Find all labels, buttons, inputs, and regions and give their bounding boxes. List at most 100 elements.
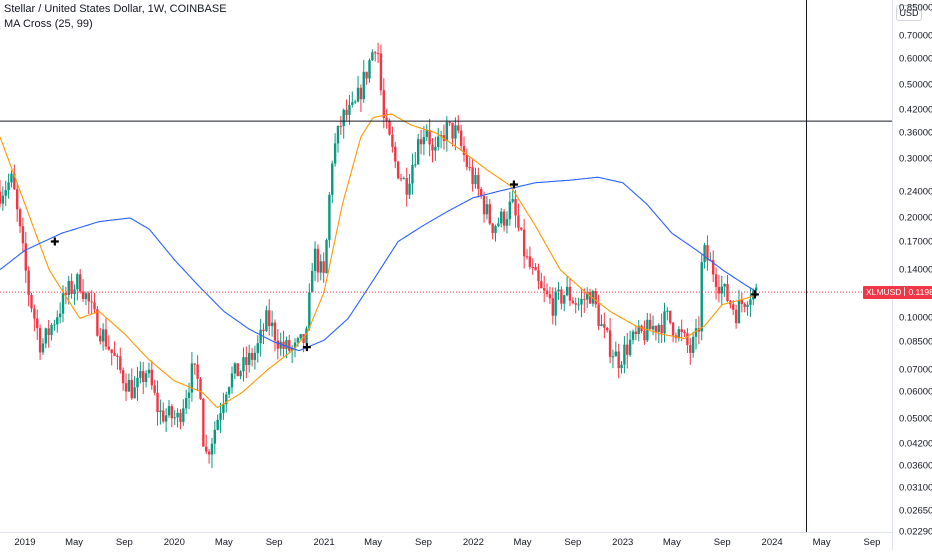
candle-body bbox=[239, 371, 242, 377]
candle-up bbox=[445, 116, 449, 152]
candle-down bbox=[359, 84, 363, 112]
candle-body bbox=[356, 87, 360, 102]
candle-down bbox=[491, 222, 494, 240]
ma-slow-line bbox=[0, 176, 757, 352]
candle-up bbox=[737, 289, 741, 324]
time-tick-label: May bbox=[214, 537, 233, 548]
candle-up bbox=[694, 318, 698, 350]
candle-up bbox=[474, 167, 477, 189]
candle-body bbox=[124, 383, 128, 392]
candle-down bbox=[488, 199, 491, 226]
candle-body bbox=[222, 404, 225, 414]
candle-down bbox=[90, 290, 93, 315]
cross-marker bbox=[750, 290, 759, 299]
candle-body bbox=[207, 451, 211, 455]
candle-body bbox=[96, 309, 99, 336]
candle-body bbox=[525, 256, 529, 258]
candle-body bbox=[477, 175, 480, 189]
candle-body bbox=[583, 298, 586, 300]
candle-body bbox=[27, 270, 30, 295]
candle-down bbox=[431, 138, 434, 163]
candle-up bbox=[565, 276, 569, 297]
candle-body bbox=[743, 303, 746, 307]
candle-up bbox=[402, 176, 406, 180]
candle-body bbox=[634, 331, 638, 334]
candle-up bbox=[182, 399, 185, 426]
candle-up bbox=[313, 241, 317, 282]
candle-down bbox=[729, 299, 732, 309]
candle-body bbox=[353, 101, 357, 103]
candle-body bbox=[119, 356, 122, 371]
candle-body bbox=[448, 122, 451, 124]
time-tick-label: 2019 bbox=[14, 537, 36, 548]
candle-up bbox=[133, 376, 136, 399]
symbol-title[interactable]: Stellar / United States Dollar, 1W, COIN… bbox=[4, 3, 227, 15]
candle-body bbox=[33, 308, 36, 319]
candle-up bbox=[611, 349, 615, 369]
candle-body bbox=[732, 304, 735, 310]
currency-button[interactable]: USD bbox=[896, 5, 922, 21]
candle-down bbox=[660, 313, 663, 344]
candle-body bbox=[740, 300, 744, 304]
time-tick-label: 2022 bbox=[462, 537, 484, 548]
candle-up bbox=[265, 305, 268, 333]
candle-down bbox=[540, 272, 543, 289]
candle-down bbox=[345, 99, 348, 121]
candle-up bbox=[67, 275, 70, 305]
candle-body bbox=[167, 406, 171, 416]
candle-body bbox=[293, 342, 297, 349]
candle-body bbox=[279, 341, 282, 349]
candle-down bbox=[626, 332, 629, 369]
candle-down bbox=[196, 355, 199, 392]
candle-up bbox=[348, 95, 351, 125]
candle-down bbox=[462, 136, 466, 162]
candle-body bbox=[391, 134, 394, 147]
candle-body bbox=[150, 369, 154, 386]
candle-body bbox=[305, 328, 308, 343]
candle-body bbox=[1, 195, 5, 204]
candle-body bbox=[643, 331, 646, 341]
ma-fast-line bbox=[0, 113, 757, 409]
candle-down bbox=[648, 313, 652, 330]
candle-body bbox=[402, 178, 406, 180]
candle-body bbox=[694, 328, 698, 337]
candle-down bbox=[376, 42, 380, 64]
candle-body bbox=[714, 274, 718, 287]
candle-body bbox=[563, 295, 566, 304]
candle-body bbox=[657, 324, 660, 332]
candle-body bbox=[4, 190, 7, 196]
candle-down bbox=[396, 160, 400, 180]
candle-up bbox=[53, 319, 56, 331]
candle-body bbox=[502, 211, 506, 226]
candle-down bbox=[78, 268, 82, 294]
candle-down bbox=[113, 341, 116, 357]
candle-body bbox=[184, 398, 188, 409]
candle-body bbox=[606, 327, 609, 331]
indicator-legend[interactable]: MA Cross (25, 99) bbox=[4, 18, 93, 30]
candle-body bbox=[190, 363, 194, 393]
candle-down bbox=[522, 218, 526, 269]
candle-down bbox=[669, 310, 672, 325]
candle-up bbox=[485, 196, 489, 220]
candle-body bbox=[560, 289, 563, 304]
candle-body bbox=[551, 298, 554, 316]
candle-body bbox=[396, 161, 400, 179]
time-tick-label: 2024 bbox=[761, 537, 783, 548]
candle-body bbox=[411, 164, 414, 184]
candle-body bbox=[660, 324, 663, 334]
candle-body bbox=[534, 266, 537, 271]
candle-body bbox=[479, 188, 483, 197]
candle-body bbox=[253, 352, 257, 360]
candle-down bbox=[13, 164, 16, 190]
candle-down bbox=[743, 302, 746, 313]
candle-body bbox=[457, 125, 460, 131]
candle-body bbox=[686, 333, 689, 346]
candle-body bbox=[250, 353, 254, 360]
candle-down bbox=[21, 217, 25, 252]
